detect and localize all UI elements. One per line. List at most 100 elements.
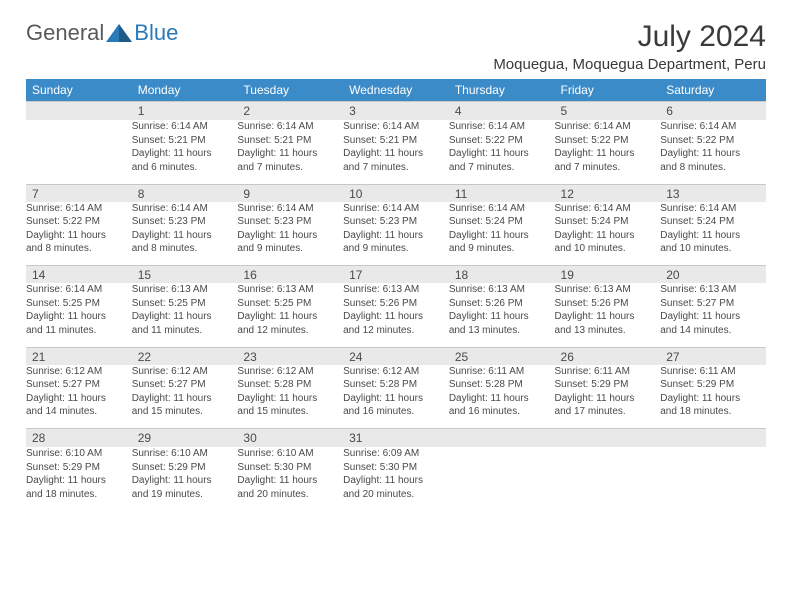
details-cell: Sunrise: 6:14 AMSunset: 5:23 PMDaylight:… [343, 202, 449, 266]
daylight-text: and 13 minutes. [555, 324, 661, 338]
sunset-text: Sunset: 5:22 PM [449, 134, 555, 148]
sunset-text: Sunset: 5:28 PM [343, 378, 449, 392]
daynum-cell: 21 [26, 347, 132, 365]
details-cell: Sunrise: 6:13 AMSunset: 5:26 PMDaylight:… [555, 283, 661, 347]
daynum-cell: 17 [343, 266, 449, 284]
day-number: 20 [660, 266, 766, 283]
details-row: Sunrise: 6:10 AMSunset: 5:29 PMDaylight:… [26, 447, 766, 511]
day-number: 12 [555, 185, 661, 202]
sunrise-text: Sunrise: 6:13 AM [132, 283, 238, 297]
details-cell: Sunrise: 6:13 AMSunset: 5:27 PMDaylight:… [660, 283, 766, 347]
daynum-cell: 24 [343, 347, 449, 365]
daylight-text: and 20 minutes. [237, 488, 343, 502]
sunrise-text: Sunrise: 6:12 AM [237, 365, 343, 379]
details-cell: Sunrise: 6:11 AMSunset: 5:28 PMDaylight:… [449, 365, 555, 429]
day-number: 14 [26, 266, 132, 283]
sunset-text: Sunset: 5:26 PM [449, 297, 555, 311]
day-number: 8 [132, 185, 238, 202]
day-number: 29 [132, 429, 238, 446]
day-header: Monday [132, 79, 238, 102]
daylight-text: and 13 minutes. [449, 324, 555, 338]
details-cell: Sunrise: 6:13 AMSunset: 5:25 PMDaylight:… [132, 283, 238, 347]
sunrise-text: Sunrise: 6:14 AM [237, 120, 343, 134]
daylight-text: and 16 minutes. [449, 405, 555, 419]
day-header: Saturday [660, 79, 766, 102]
sunset-text: Sunset: 5:29 PM [26, 461, 132, 475]
daynum-cell: 27 [660, 347, 766, 365]
daynum-cell: 15 [132, 266, 238, 284]
daylight-text: and 12 minutes. [237, 324, 343, 338]
daylight-text: Daylight: 11 hours [555, 392, 661, 406]
daylight-text: and 14 minutes. [26, 405, 132, 419]
daylight-text: Daylight: 11 hours [132, 392, 238, 406]
details-cell: Sunrise: 6:14 AMSunset: 5:21 PMDaylight:… [343, 120, 449, 184]
daynum-cell: 16 [237, 266, 343, 284]
daylight-text: Daylight: 11 hours [26, 392, 132, 406]
daynum-cell: 18 [449, 266, 555, 284]
logo-text-blue: Blue [134, 20, 178, 46]
daynum-cell: 11 [449, 184, 555, 202]
day-header: Friday [555, 79, 661, 102]
details-cell: Sunrise: 6:14 AMSunset: 5:25 PMDaylight:… [26, 283, 132, 347]
daylight-text: Daylight: 11 hours [132, 229, 238, 243]
sunrise-text: Sunrise: 6:14 AM [660, 202, 766, 216]
sunset-text: Sunset: 5:27 PM [660, 297, 766, 311]
daylight-text: Daylight: 11 hours [660, 229, 766, 243]
daynum-row: 28293031 [26, 429, 766, 448]
daylight-text: Daylight: 11 hours [132, 310, 238, 324]
daylight-text: Daylight: 11 hours [132, 147, 238, 161]
day-number: 18 [449, 266, 555, 283]
details-cell: Sunrise: 6:14 AMSunset: 5:24 PMDaylight:… [555, 202, 661, 266]
daynum-cell: 25 [449, 347, 555, 365]
daylight-text: Daylight: 11 hours [343, 229, 449, 243]
daylight-text: and 11 minutes. [132, 324, 238, 338]
details-cell: Sunrise: 6:11 AMSunset: 5:29 PMDaylight:… [660, 365, 766, 429]
details-cell: Sunrise: 6:09 AMSunset: 5:30 PMDaylight:… [343, 447, 449, 511]
sunset-text: Sunset: 5:30 PM [237, 461, 343, 475]
daynum-cell: 8 [132, 184, 238, 202]
sunset-text: Sunset: 5:23 PM [343, 215, 449, 229]
daylight-text: Daylight: 11 hours [555, 229, 661, 243]
daylight-text: Daylight: 11 hours [237, 310, 343, 324]
details-cell [26, 120, 132, 184]
daylight-text: and 15 minutes. [132, 405, 238, 419]
details-cell: Sunrise: 6:14 AMSunset: 5:22 PMDaylight:… [449, 120, 555, 184]
day-number [660, 429, 766, 447]
day-number: 11 [449, 185, 555, 202]
details-cell: Sunrise: 6:14 AMSunset: 5:22 PMDaylight:… [660, 120, 766, 184]
sunrise-text: Sunrise: 6:14 AM [132, 202, 238, 216]
daynum-cell: 31 [343, 429, 449, 448]
sunset-text: Sunset: 5:25 PM [237, 297, 343, 311]
sunrise-text: Sunrise: 6:10 AM [132, 447, 238, 461]
calendar-body: 123456Sunrise: 6:14 AMSunset: 5:21 PMDay… [26, 102, 766, 512]
day-number: 9 [237, 185, 343, 202]
sunrise-text: Sunrise: 6:13 AM [343, 283, 449, 297]
details-cell: Sunrise: 6:11 AMSunset: 5:29 PMDaylight:… [555, 365, 661, 429]
daylight-text: and 7 minutes. [555, 161, 661, 175]
details-row: Sunrise: 6:14 AMSunset: 5:22 PMDaylight:… [26, 202, 766, 266]
sunset-text: Sunset: 5:25 PM [132, 297, 238, 311]
sunrise-text: Sunrise: 6:11 AM [555, 365, 661, 379]
sunset-text: Sunset: 5:25 PM [26, 297, 132, 311]
details-cell: Sunrise: 6:12 AMSunset: 5:28 PMDaylight:… [237, 365, 343, 429]
daynum-row: 78910111213 [26, 184, 766, 202]
daynum-cell [449, 429, 555, 448]
sunrise-text: Sunrise: 6:10 AM [237, 447, 343, 461]
daylight-text: Daylight: 11 hours [26, 474, 132, 488]
daynum-cell: 19 [555, 266, 661, 284]
sunset-text: Sunset: 5:24 PM [660, 215, 766, 229]
details-cell: Sunrise: 6:14 AMSunset: 5:24 PMDaylight:… [660, 202, 766, 266]
daynum-cell: 3 [343, 102, 449, 121]
daynum-cell: 12 [555, 184, 661, 202]
daynum-cell: 4 [449, 102, 555, 121]
details-cell: Sunrise: 6:12 AMSunset: 5:27 PMDaylight:… [26, 365, 132, 429]
sunset-text: Sunset: 5:22 PM [660, 134, 766, 148]
day-header: Thursday [449, 79, 555, 102]
day-number [26, 102, 132, 120]
sunset-text: Sunset: 5:21 PM [132, 134, 238, 148]
daylight-text: Daylight: 11 hours [237, 474, 343, 488]
sunset-text: Sunset: 5:30 PM [343, 461, 449, 475]
sunset-text: Sunset: 5:28 PM [449, 378, 555, 392]
details-cell [660, 447, 766, 511]
daynum-cell: 29 [132, 429, 238, 448]
